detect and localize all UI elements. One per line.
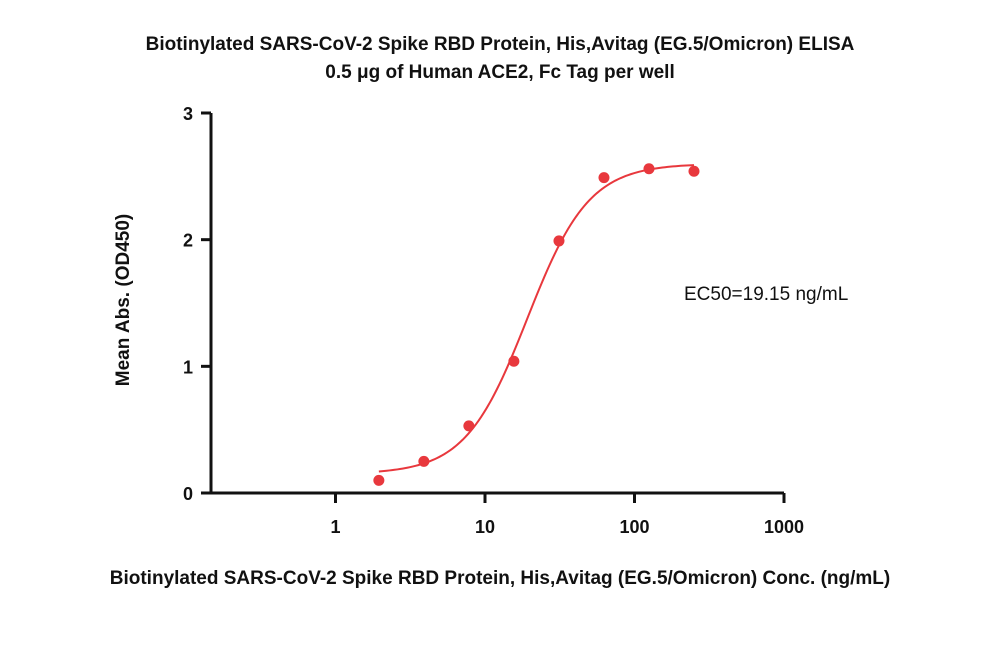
chart-title: Biotinylated SARS-CoV-2 Spike RBD Protei… — [145, 34, 855, 55]
data-point — [463, 420, 475, 432]
data-point — [418, 455, 430, 467]
data-point — [598, 172, 610, 184]
data-point — [643, 163, 655, 175]
y-tick-label: 3 — [183, 104, 193, 124]
data-point — [508, 355, 520, 367]
data-point — [688, 165, 700, 177]
fit-curve — [378, 164, 695, 473]
data-point — [373, 474, 385, 486]
y-tick-label: 1 — [183, 357, 193, 377]
x-tick-label: 10 — [475, 517, 495, 537]
axes: 1 10 100 1000 0 1 2 3 — [183, 104, 804, 537]
data-point — [553, 235, 565, 247]
y-axis-label: Mean Abs. (OD450) — [113, 213, 134, 387]
y-tick-label: 0 — [183, 484, 193, 504]
ec50-annotation: EC50=19.15 ng/mL — [684, 284, 849, 305]
x-axis-label: Biotinylated SARS-CoV-2 Spike RBD Protei… — [109, 568, 891, 589]
x-tick-label: 1000 — [764, 517, 804, 537]
x-tick-label: 100 — [619, 517, 649, 537]
y-tick-label: 2 — [183, 231, 193, 251]
chart-subtitle: 0.5 μg of Human ACE2, Fc Tag per well — [325, 62, 675, 83]
x-tick-label: 1 — [330, 517, 340, 537]
data-points-layer — [373, 163, 700, 486]
fit-curve-layer — [378, 164, 695, 473]
